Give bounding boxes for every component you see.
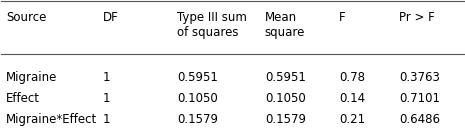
Text: 0.3763: 0.3763 xyxy=(399,71,440,84)
Text: Effect: Effect xyxy=(6,92,40,105)
Text: 0.1579: 0.1579 xyxy=(265,113,306,126)
Text: 0.14: 0.14 xyxy=(339,92,365,105)
Text: Source: Source xyxy=(6,11,47,24)
Text: 0.6486: 0.6486 xyxy=(399,113,440,126)
Text: 0.1050: 0.1050 xyxy=(177,92,218,105)
Text: Migraine*Effect: Migraine*Effect xyxy=(6,113,97,126)
Text: 0.21: 0.21 xyxy=(339,113,365,126)
Text: 0.78: 0.78 xyxy=(339,71,365,84)
Text: F: F xyxy=(339,11,345,24)
Text: 1: 1 xyxy=(103,113,111,126)
Text: Pr > F: Pr > F xyxy=(399,11,435,24)
Text: 0.1579: 0.1579 xyxy=(177,113,218,126)
Text: 0.5951: 0.5951 xyxy=(177,71,218,84)
Text: Mean
square: Mean square xyxy=(265,11,305,39)
Text: 1: 1 xyxy=(103,92,111,105)
Text: 0.5951: 0.5951 xyxy=(265,71,306,84)
Text: DF: DF xyxy=(103,11,119,24)
Text: Type III sum
of squares: Type III sum of squares xyxy=(177,11,247,39)
Text: 0.7101: 0.7101 xyxy=(399,92,440,105)
Text: 0.1050: 0.1050 xyxy=(265,92,306,105)
Text: Migraine: Migraine xyxy=(6,71,57,84)
Text: 1: 1 xyxy=(103,71,111,84)
